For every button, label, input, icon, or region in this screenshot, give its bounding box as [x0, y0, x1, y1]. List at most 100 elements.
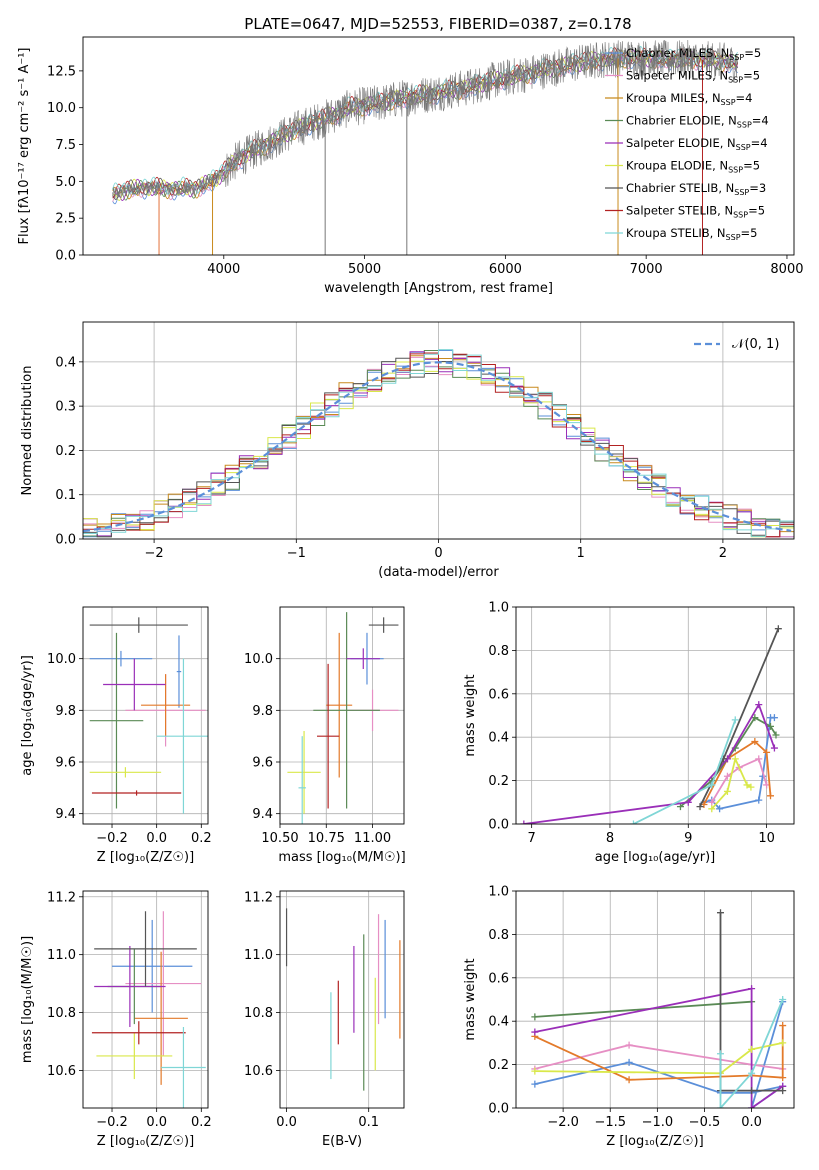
- y-tick-label: 10.8: [47, 1006, 76, 1021]
- legend-entry-label: Salpeter STELIB, NSSP=5: [626, 204, 765, 220]
- mass-weight-marker: [770, 714, 778, 722]
- residuals-legend: 𝒩(0, 1): [694, 337, 779, 352]
- y-tick-label: 0.1: [55, 488, 76, 503]
- legend-subscript: SSP: [721, 98, 736, 107]
- legend-entry-label: 𝒩(0, 1): [732, 337, 779, 352]
- mass-weight-marker: [684, 798, 692, 806]
- mass-weight-series-line: [534, 1044, 783, 1070]
- mass-weight-series-line: [534, 1000, 752, 1018]
- x-tick-label: 0.2: [191, 1115, 212, 1130]
- x-tick-label: 0.0: [146, 1115, 167, 1130]
- x-tick-label: −0.2: [96, 1115, 128, 1130]
- x-axis-label: Z [log₁₀(Z/Z☉)]: [97, 1134, 194, 1149]
- mass-weight-marker: [779, 1039, 787, 1047]
- legend-entry-label: Kroupa MILES, NSSP=4: [626, 91, 752, 107]
- mass-weight-marker: [743, 781, 751, 789]
- x-tick-label: −0.2: [96, 831, 128, 846]
- y-tick-label: 9.6: [55, 756, 76, 771]
- y-tick-label: 1.0: [488, 885, 509, 900]
- axes-frame: [82, 36, 795, 256]
- x-axis-label: E(B-V): [322, 1134, 362, 1149]
- axes-frame: [279, 890, 405, 1109]
- y-tick-label: 10.6: [47, 1064, 76, 1079]
- y-tick-label: 0.8: [488, 644, 509, 659]
- age_vs_mass-plot-area: [287, 612, 399, 824]
- mass-weight-marker: [779, 1087, 787, 1095]
- y-axis-label: Flux [fλ10⁻¹⁷ erg cm⁻² s⁻¹ A⁻¹]: [17, 48, 32, 245]
- mass-weight-marker: [767, 792, 775, 800]
- y-tick-label: 0.2: [488, 1058, 509, 1073]
- age_vs_Z-panel: −0.2 0.0 0.2 9.4 9.6 9.8 10.0 Z [log₁₀(Z/Z☉)] ag…: [20, 606, 212, 865]
- mass-weight-series-line: [679, 716, 777, 808]
- legend-tail: =5: [748, 204, 765, 218]
- spectrum-plot-area: [112, 39, 739, 255]
- residual-histogram-step: [83, 349, 794, 537]
- y-tick-label: 11.2: [47, 890, 76, 905]
- legend-subscript: SSP: [728, 166, 743, 175]
- legend-tail: =4: [751, 136, 768, 150]
- y-tick-label: 0.8: [488, 928, 509, 943]
- y-tick-label: 10.0: [47, 101, 76, 116]
- x-tick-label: 0.0: [741, 1115, 762, 1130]
- legend-subscript: SSP: [733, 211, 748, 220]
- mass-weight-marker: [755, 755, 763, 763]
- y-tick-label: 12.5: [47, 64, 76, 79]
- mass-weight-marker: [716, 1050, 724, 1058]
- y-tick-label: 1.0: [488, 601, 509, 616]
- axes-frame: [279, 606, 405, 825]
- legend-tail: =5: [743, 159, 760, 173]
- y-tick-label: 0.2: [488, 774, 509, 789]
- legend-entry-label: Chabrier STELIB, NSSP=3: [626, 181, 766, 197]
- y-tick-label: 0.0: [55, 533, 76, 548]
- y-tick-label: 0.4: [488, 1015, 509, 1030]
- y-axis-label: age [log₁₀(age/yr)]: [20, 655, 35, 776]
- mass-weight-marker: [751, 738, 759, 746]
- mass-weight-marker: [767, 722, 775, 730]
- y-tick-label: 0.4: [488, 731, 509, 746]
- y-tick-label: 10.6: [244, 1064, 273, 1079]
- legend-entry-label: Chabrier ELODIE, NSSP=4: [626, 114, 769, 130]
- massweight_vs_Z-panel: −2.0 −1.5 −1.0 −0.5 0.0 0.0 0.2 0.4 0.6 0.8 1.0 Z […: [463, 885, 795, 1149]
- mass-weight-marker: [770, 744, 778, 752]
- y-tick-label: 0.4: [55, 355, 76, 370]
- mass-weight-series-line: [703, 716, 775, 810]
- x-axis-label: wavelength [Angstrom, rest frame]: [324, 281, 553, 296]
- mass_vs_Z-plot-area: [91, 911, 206, 1108]
- figure-title: PLATE=0647, MJD=52553, FIBERID=0387, z=0…: [244, 15, 631, 33]
- legend-subscript: SSP: [728, 76, 743, 85]
- y-tick-label: 11.0: [47, 948, 76, 963]
- legend-subscript: SSP: [736, 143, 751, 152]
- mass-weight-marker: [755, 796, 763, 804]
- legend-entry-label: Kroupa ELODIE, NSSP=5: [626, 159, 760, 175]
- mass-weight-marker: [763, 748, 771, 756]
- legend-entry-label: Kroupa STELIB, NSSP=5: [626, 226, 757, 242]
- residuals-plot-area: [83, 349, 794, 538]
- mass-weight-series-line: [719, 999, 784, 1108]
- mass-weight-marker: [748, 1087, 756, 1095]
- model-spectrum-line: [112, 49, 738, 201]
- x-axis-label: Z [log₁₀(Z/Z☉)]: [606, 1134, 703, 1149]
- age_vs_Z-plot-area: [89, 617, 208, 814]
- mass-weight-marker: [716, 805, 724, 813]
- y-tick-label: 9.8: [252, 704, 273, 719]
- mass-weight-marker: [731, 716, 739, 724]
- y-tick-label: 0.3: [55, 400, 76, 415]
- x-tick-label: 10: [758, 831, 775, 846]
- legend-tail: =5: [744, 46, 761, 60]
- mass-weight-marker: [676, 803, 684, 811]
- mass-weight-marker: [755, 701, 763, 709]
- mass-weight-marker: [731, 755, 739, 763]
- y-tick-label: 0.6: [488, 687, 509, 702]
- legend-tail: =4: [752, 114, 769, 128]
- axes-frame: [515, 606, 795, 825]
- mass-weight-marker: [708, 781, 716, 789]
- mass-weight-marker: [723, 787, 731, 795]
- y-tick-label: 0.6: [488, 971, 509, 986]
- x-tick-label: −1.5: [594, 1115, 626, 1130]
- mass-weight-marker: [531, 1013, 539, 1021]
- mass-weight-marker: [531, 1080, 539, 1088]
- legend-subscript: SSP: [737, 121, 752, 130]
- y-tick-label: 10.0: [244, 652, 273, 667]
- legend-tail: =3: [749, 181, 766, 195]
- mass-weight-marker: [779, 1074, 787, 1082]
